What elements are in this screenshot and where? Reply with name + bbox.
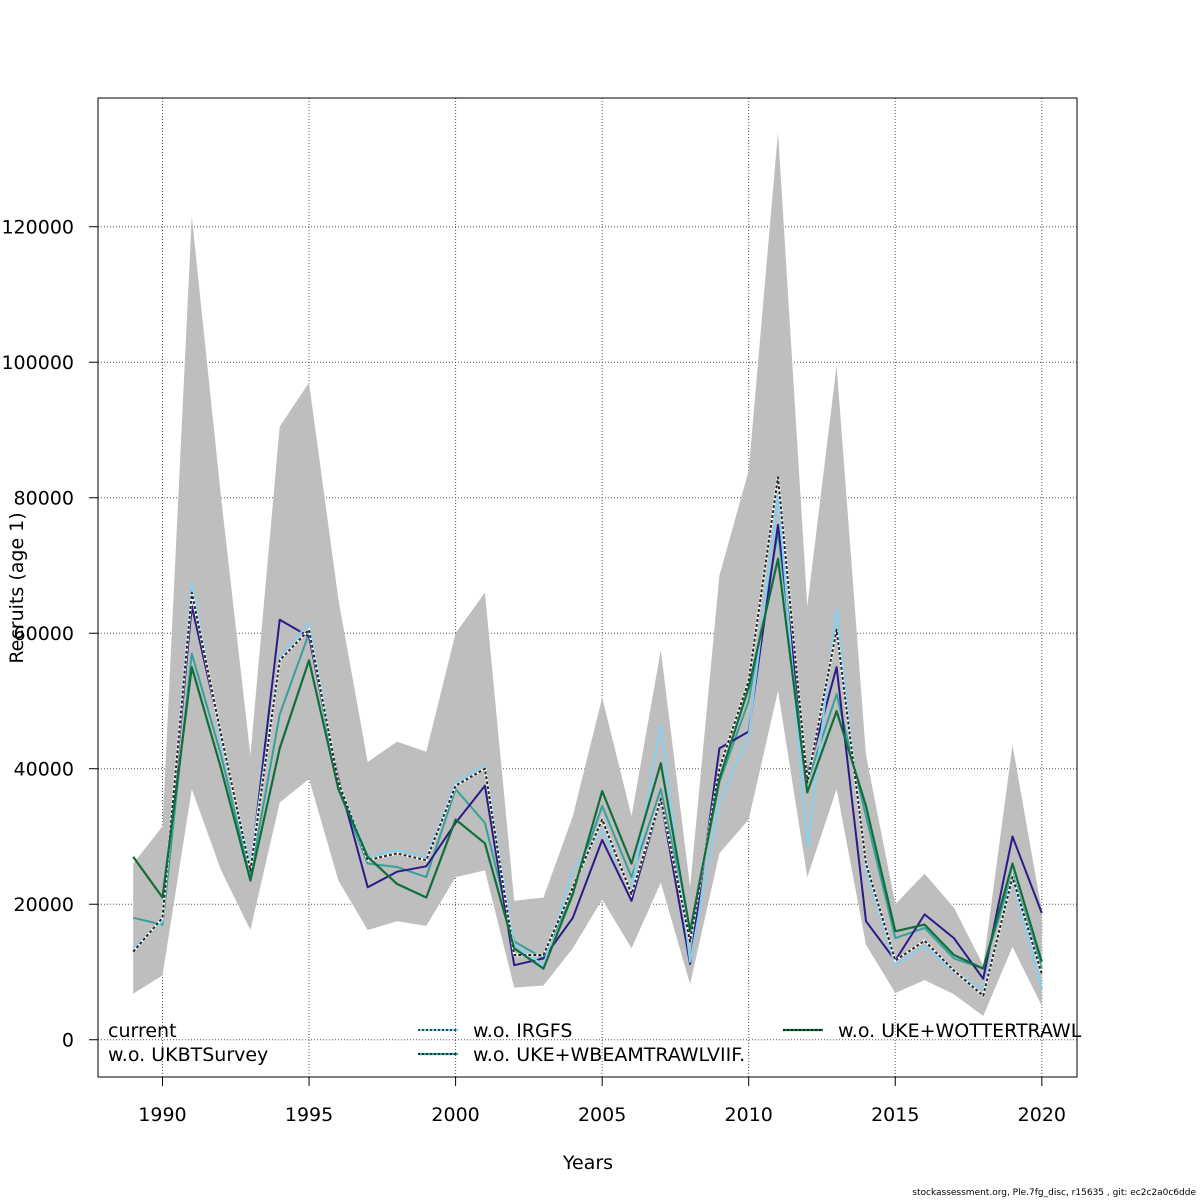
y-tick-label: 80000 [14,488,74,510]
x-tick-label: 2020 [1018,1104,1066,1126]
legend-label: w.o. UKBTSurvey [108,1044,268,1066]
y-axis-label: Recruits (age 1) [6,512,28,663]
footer-credit: stockassessment.org, Ple.7fg_disc, r1563… [912,1188,1196,1198]
x-tick-label: 2010 [725,1104,773,1126]
y-tick-label: 120000 [1,217,74,239]
legend-label: w.o. IRGFS [473,1020,572,1042]
axes: 1990 1995 2000 2005 2010 2015 2020 0 20000 40000 6… [1,97,1078,1126]
x-tick-label: 1995 [285,1104,333,1126]
legend-label: w.o. UKE+WOTTERTRAWL [838,1020,1082,1042]
x-axis-label: Years [562,1152,613,1174]
plot-frame [97,97,1078,1078]
x-tick-label: 2000 [431,1104,479,1126]
y-tick-label: 60000 [14,623,74,645]
series-lines [132,476,1043,998]
y-tick-label: 20000 [14,894,74,916]
legend-label: current [108,1020,177,1042]
x-tick-label: 1990 [138,1104,186,1126]
y-tick-label: 0 [62,1030,74,1052]
series-line [132,557,1043,970]
confidence-band [133,131,1042,1016]
x-tick-label: 2015 [871,1104,919,1126]
series-line [132,493,1043,990]
y-tick-label: 40000 [14,759,74,781]
legend-label: w.o. UKE+WBEAMTRAWLVIIF. [473,1044,745,1066]
y-tick-label: 100000 [1,352,74,374]
series-line [132,523,1043,980]
x-tick-label: 2005 [578,1104,626,1126]
series-line [132,476,1043,997]
confidence-band-area [133,131,1042,1016]
